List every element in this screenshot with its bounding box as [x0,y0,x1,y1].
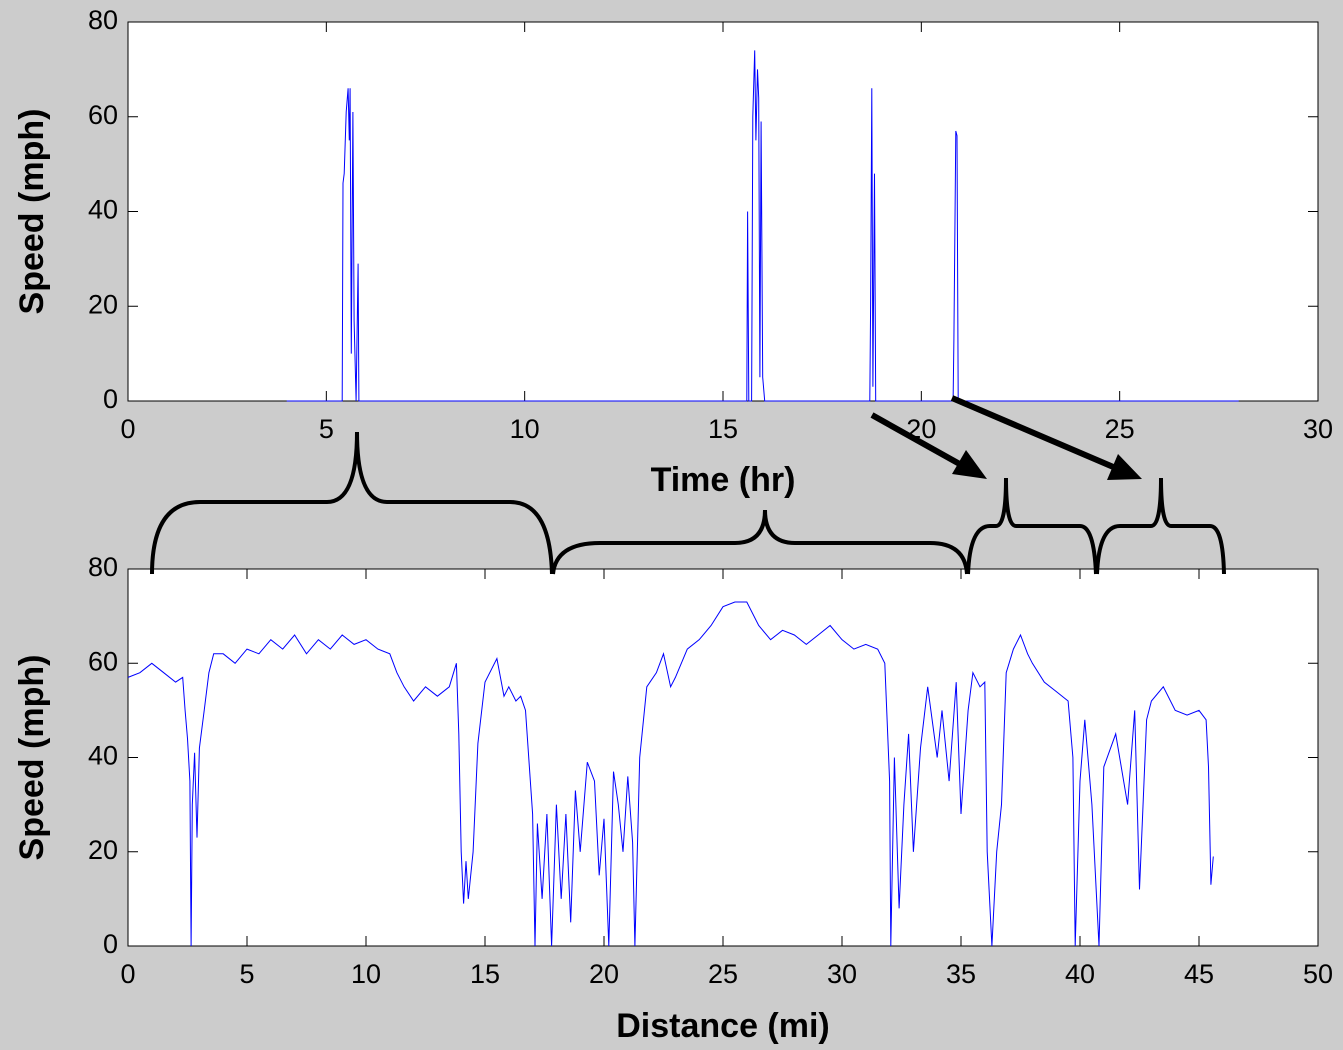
x-axis-label: Distance (mi) [616,1007,830,1045]
x-tick-label: 20 [589,959,619,989]
y-tick-label: 60 [88,100,118,130]
y-tick-label: 60 [88,646,118,676]
y-tick-label: 20 [88,835,118,865]
x-tick-label: 50 [1303,959,1333,989]
x-axis-label: Time (hr) [651,461,796,499]
x-tick-label: 25 [708,959,738,989]
x-tick-label: 30 [827,959,857,989]
y-tick-label: 40 [88,741,118,771]
y-tick-label: 0 [103,929,118,959]
arrowhead [952,450,987,479]
x-tick-label: 35 [946,959,976,989]
plot-area [127,21,1319,402]
brace [551,509,969,575]
x-tick-label: 25 [1105,414,1135,444]
x-tick-label: 30 [1303,414,1333,444]
y-axis-label: Speed (mph) [13,655,51,861]
y-tick-label: 0 [103,384,118,414]
arrow [950,395,1120,472]
y-tick-label: 20 [88,289,118,319]
annotations [150,395,1226,575]
x-tick-label: 0 [120,959,135,989]
arrow [870,412,967,470]
data-line [286,50,1239,402]
y-tick-label: 40 [88,195,118,225]
brace [1095,477,1226,575]
x-tick-label: 15 [708,414,738,444]
y-tick-label: 80 [88,552,118,582]
x-tick-label: 10 [351,959,381,989]
y-axis-label: Speed (mph) [13,109,51,315]
brace [966,477,1098,575]
data-line [127,601,1214,947]
x-tick-label: 45 [1184,959,1214,989]
x-tick-label: 10 [510,414,540,444]
arrowhead [1107,454,1142,480]
x-tick-label: 40 [1065,959,1095,989]
x-tick-label: 5 [239,959,254,989]
brace [150,431,554,575]
x-tick-label: 0 [120,414,135,444]
y-tick-label: 80 [88,5,118,35]
x-tick-label: 15 [470,959,500,989]
x-tick-label: 5 [319,414,334,444]
